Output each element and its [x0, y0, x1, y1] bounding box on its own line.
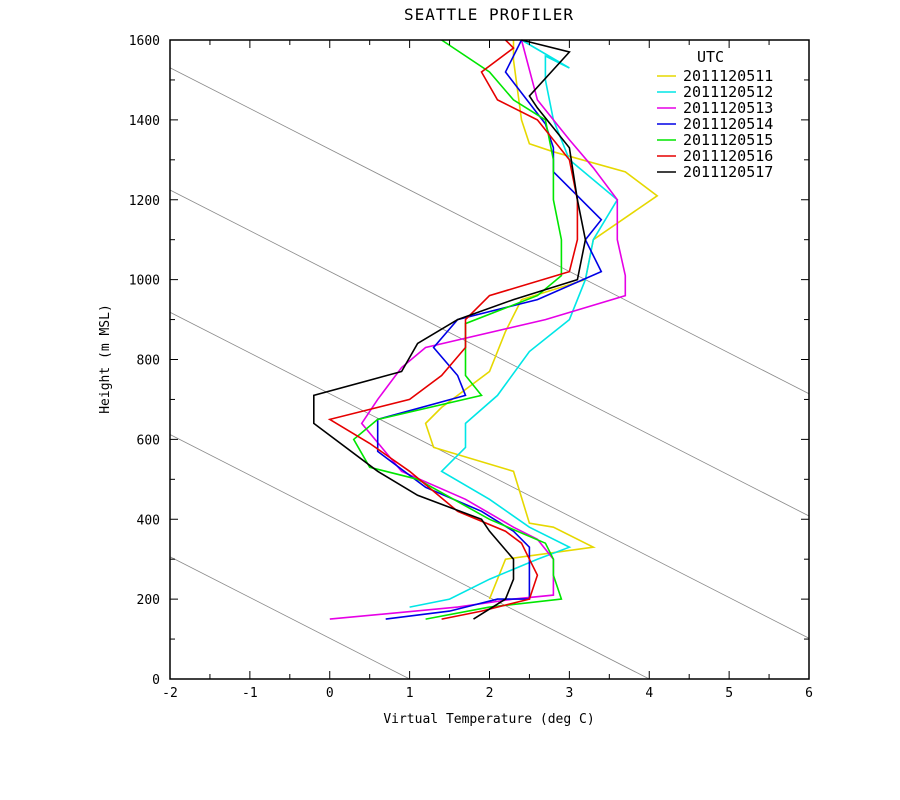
background-reference-lines [169, 67, 810, 680]
x-tick-label: 2 [486, 686, 494, 701]
y-tick-label: 0 [152, 673, 160, 688]
reference-line [169, 434, 650, 680]
legend-items: 2011120511201112051220111205132011120514… [657, 67, 773, 181]
series-line-2011120511 [424, 40, 659, 600]
series-group [312, 39, 659, 620]
series-line-2011120515 [352, 39, 563, 620]
y-tick-label: 1000 [129, 274, 160, 289]
y-tick-label: 1600 [129, 34, 160, 49]
x-tick-label: -1 [242, 686, 258, 701]
legend-label: 2011120517 [683, 163, 773, 181]
series-line-2011120516 [327, 39, 579, 620]
y-tick-label: 400 [137, 513, 160, 528]
x-tick-label: 3 [565, 686, 573, 701]
axis-ticks [169, 39, 810, 680]
series-line-2011120517 [312, 39, 587, 620]
x-tick-label: 0 [326, 686, 334, 701]
x-tick-label: 1 [406, 686, 414, 701]
x-axis-tick-labels: -2 -1 0 1 2 3 4 5 6 [162, 686, 813, 701]
reference-line [169, 189, 810, 517]
legend-title: UTC [697, 48, 724, 66]
reference-line [169, 556, 410, 680]
legend-label: 2011120515 [683, 131, 773, 149]
legend-label: 2011120512 [683, 83, 773, 101]
y-tick-label: 1400 [129, 114, 160, 129]
series-line-2011120512 [409, 39, 619, 608]
reference-line [169, 67, 810, 395]
legend-label: 2011120513 [683, 99, 773, 117]
y-tick-label: 600 [137, 433, 160, 448]
y-tick-label: 800 [137, 354, 160, 369]
y-tick-label: 200 [137, 593, 160, 608]
legend-label: 2011120516 [683, 147, 773, 165]
reference-line [169, 311, 810, 639]
chart-title: SEATTLE PROFILER [404, 5, 574, 24]
legend: UTC 201112051120111205122011120513201112… [657, 48, 773, 181]
series-line-2011120513 [329, 39, 627, 620]
x-axis-label: Virtual Temperature (deg C) [383, 712, 594, 727]
legend-label: 2011120514 [683, 115, 773, 133]
legend-label: 2011120511 [683, 67, 773, 85]
y-axis-tick-labels: 0 200 400 600 800 1000 1200 1400 1600 [129, 34, 160, 688]
x-tick-label: 6 [805, 686, 813, 701]
x-tick-label: 5 [725, 686, 733, 701]
x-tick-label: -2 [162, 686, 178, 701]
y-axis-label: Height (m MSL) [98, 304, 113, 414]
y-tick-label: 1200 [129, 194, 160, 209]
x-tick-label: 4 [645, 686, 653, 701]
